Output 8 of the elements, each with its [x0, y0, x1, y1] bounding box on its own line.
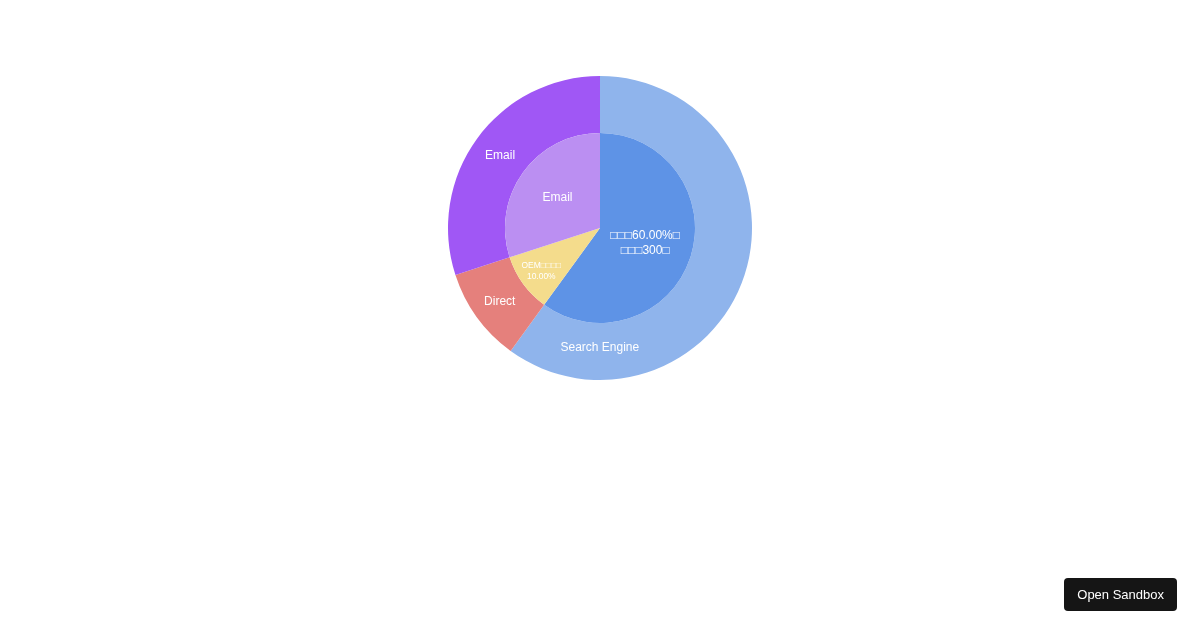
sandbox-button: Open Sandbox: [1064, 578, 1177, 611]
slice-label: OEM□□□□ 10.00%: [521, 259, 562, 281]
slice-label: □□□60.00%□ □□□300□: [610, 227, 681, 258]
slice-label: Search Engine: [560, 340, 640, 355]
slice-label: Email: [542, 190, 573, 205]
slice-label: Direct: [484, 293, 517, 308]
slice-label: Email: [485, 148, 516, 163]
donut-slice: [448, 76, 600, 275]
